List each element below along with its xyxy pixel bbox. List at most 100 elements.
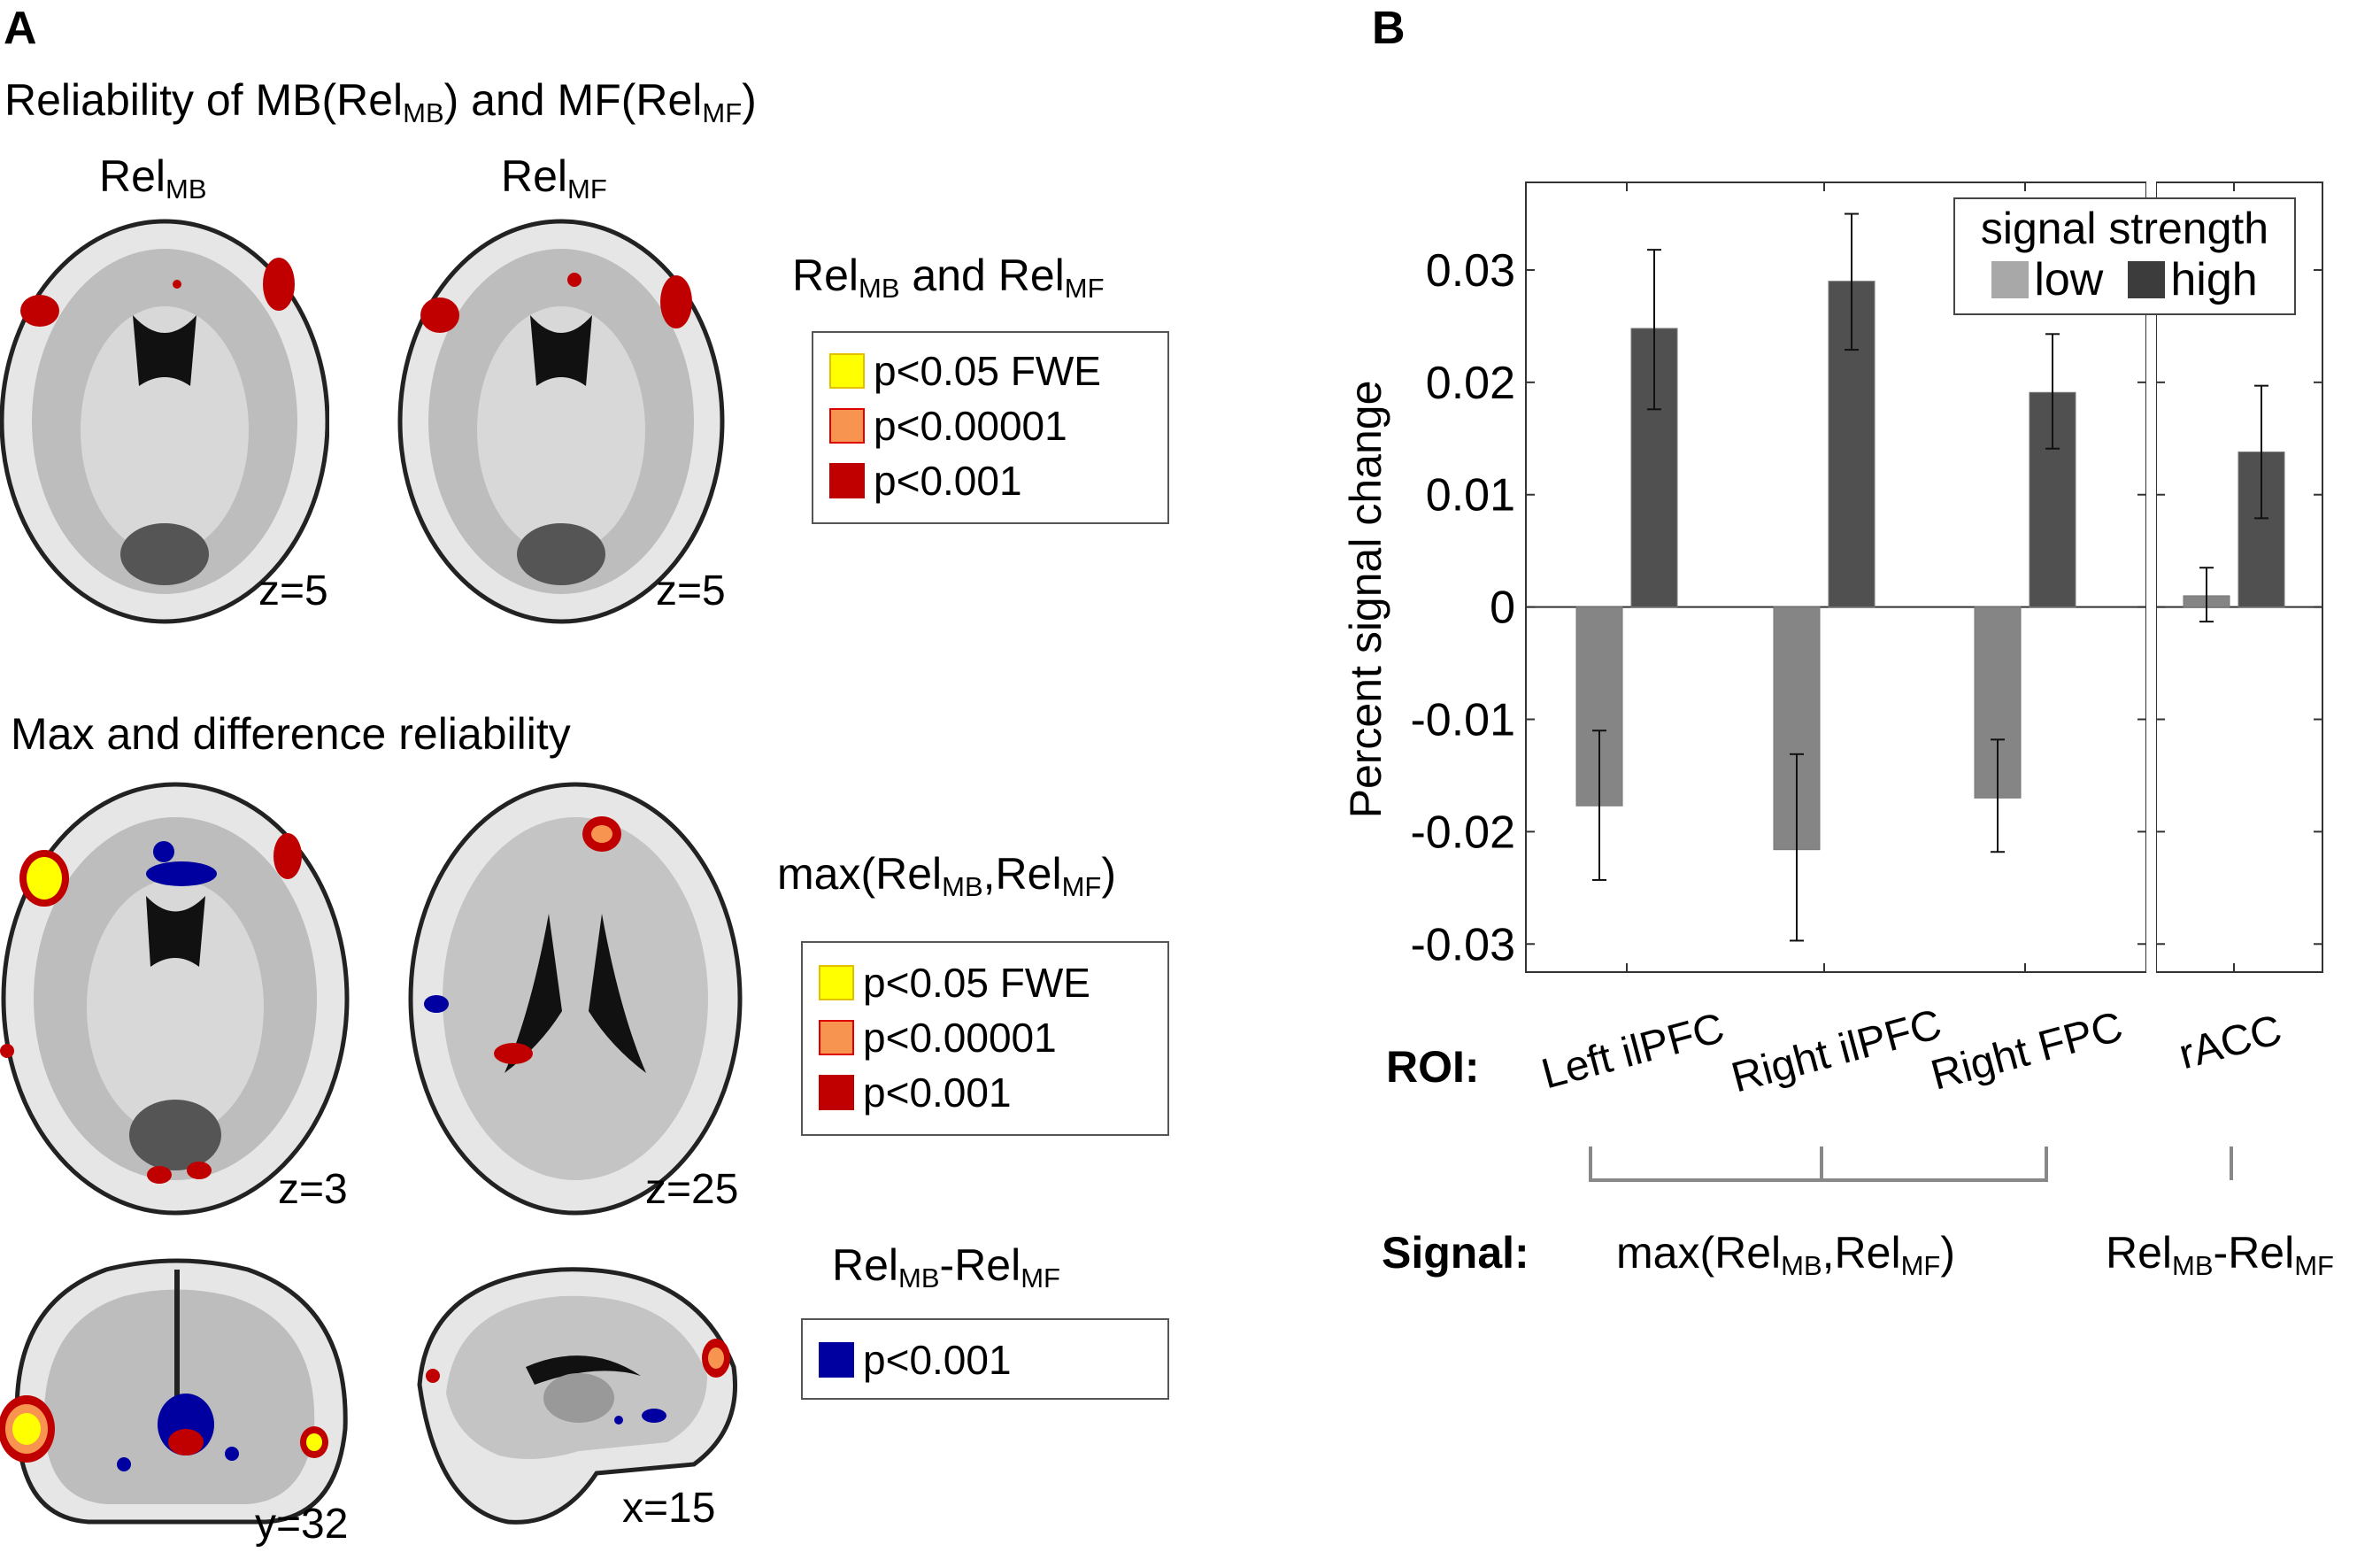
- legend-item: p<0.001: [803, 1065, 1167, 1120]
- legend2: p<0.05 FWE p<0.00001 p<0.001: [801, 941, 1169, 1136]
- legend1: p<0.05 FWE p<0.00001 p<0.001: [812, 331, 1169, 524]
- signal-diff-label: RelMB-RelMF: [2106, 1227, 2334, 1282]
- legend-item: p<0.001: [803, 1332, 1167, 1387]
- subscript: MF: [1900, 1249, 1941, 1281]
- signal-bracket: [1589, 1147, 2233, 1182]
- text: Rel: [875, 849, 943, 899]
- y-tick-label: 0.03: [1426, 245, 1515, 297]
- text: ): [742, 75, 757, 125]
- text: -: [939, 1240, 955, 1290]
- subscript: MF: [2294, 1249, 2334, 1281]
- swatch-blue: [819, 1342, 854, 1378]
- legend3-title: RelMB-RelMF: [832, 1239, 1060, 1294]
- legend-item: p<0.05 FWE: [803, 955, 1167, 1010]
- subscript: MF: [1061, 870, 1102, 902]
- subscript: MB: [898, 1262, 940, 1293]
- signal-label: Signal:: [1382, 1228, 1529, 1278]
- subscript: MB: [942, 870, 983, 902]
- text: Rel: [832, 1240, 899, 1290]
- slice-label: z=5: [258, 568, 328, 614]
- roi-label: ROI:: [1386, 1042, 1480, 1092]
- subscript: MB: [1781, 1249, 1822, 1281]
- brain-axial-z3: [0, 782, 350, 1216]
- slice-label: z=25: [645, 1166, 739, 1213]
- brain-axial-z25: [408, 782, 743, 1216]
- text: and: [899, 251, 998, 300]
- legend-label: p<0.001: [874, 458, 1022, 504]
- subscript: MF: [567, 173, 607, 205]
- legend-swatch-low: [1991, 261, 2030, 298]
- swatch-yellow: [829, 353, 865, 389]
- text: ) and MF(: [443, 75, 636, 125]
- legend2-title: max(RelMB,RelMF): [777, 848, 1116, 903]
- swatch-red: [829, 463, 865, 498]
- signal-max-label: max(RelMB,RelMF): [1616, 1227, 1955, 1282]
- y-tick-label: 0.02: [1426, 358, 1515, 409]
- legend1-title: RelMB and RelMF: [792, 250, 1105, 305]
- swatch-yellow: [819, 965, 854, 1000]
- legend-label: p<0.00001: [874, 403, 1067, 449]
- legend-label: p<0.00001: [863, 1015, 1057, 1061]
- y-tick-label: -0.03: [1410, 919, 1515, 970]
- text: Rel: [1834, 1228, 1901, 1278]
- legend-label: p<0.001: [863, 1069, 1012, 1116]
- legend-item: p<0.00001: [813, 398, 1167, 453]
- legend-label-low: low: [2034, 254, 2104, 305]
- y-tick-label: -0.01: [1410, 695, 1515, 746]
- subscript: MB: [859, 272, 900, 304]
- slice-label: z=5: [656, 568, 726, 614]
- text: ): [1940, 1228, 1955, 1278]
- text: Rel: [2228, 1228, 2295, 1278]
- legend-item: p<0.001: [813, 453, 1167, 508]
- text: Rel: [954, 1240, 1021, 1290]
- subscript: MB: [166, 173, 207, 205]
- legend-swatch-high: [2128, 261, 2166, 298]
- text: Rel: [1714, 1228, 1782, 1278]
- brain-axial-relmb: [0, 219, 329, 624]
- text: Reliability of MB(: [4, 75, 337, 125]
- bracket-max: [1589, 1147, 2048, 1182]
- column-label-relmf: RelMF: [501, 151, 607, 205]
- y-tick-label: 0.01: [1426, 470, 1515, 521]
- text: Rel: [336, 75, 404, 125]
- subscript: MF: [1021, 1262, 1060, 1293]
- text: -: [2213, 1228, 2229, 1278]
- section2-title: Max and difference reliability: [11, 709, 571, 759]
- legend-title: signal strength: [1980, 204, 2269, 253]
- text: Rel: [501, 151, 568, 201]
- text: Rel: [2106, 1228, 2173, 1278]
- column-label-relmb: RelMB: [99, 151, 207, 205]
- text: Rel: [635, 75, 703, 125]
- panel-b-letter: B: [1372, 3, 1406, 54]
- legend-item: p<0.00001: [803, 1010, 1167, 1065]
- text: Rel: [997, 251, 1065, 300]
- legend-label: p<0.05 FWE: [863, 960, 1090, 1006]
- text: Rel: [99, 151, 166, 201]
- legend-label: p<0.05 FWE: [874, 348, 1101, 394]
- y-axis-label: Percent signal change: [1341, 380, 1390, 819]
- slice-label: z=3: [278, 1166, 348, 1213]
- swatch-red: [819, 1075, 854, 1110]
- text: ,: [982, 849, 996, 899]
- legend-label-high: high: [2170, 254, 2258, 305]
- subscript: MF: [1064, 272, 1105, 304]
- brain-coronal-y32: [0, 1258, 348, 1525]
- slice-label: x=15: [622, 1485, 716, 1532]
- brain-sagittal-x15: [417, 1267, 738, 1525]
- legend-item: p<0.05 FWE: [813, 344, 1167, 398]
- subscript: MB: [2172, 1249, 2214, 1281]
- text: Rel: [995, 849, 1062, 899]
- axis-break: [2146, 180, 2156, 975]
- text: ): [1101, 849, 1116, 899]
- text: ,: [1822, 1228, 1835, 1278]
- text: max(: [777, 849, 876, 899]
- subscript: MB: [403, 97, 444, 128]
- swatch-orange: [829, 408, 865, 444]
- text: max(: [1616, 1228, 1715, 1278]
- subscript: MF: [702, 97, 743, 128]
- y-tick-label: 0: [1490, 583, 1515, 634]
- section1-title: Reliability of MB(RelMB) and MF(RelMF): [4, 74, 757, 129]
- panel-a-letter: A: [4, 3, 37, 54]
- slice-label: y=32: [255, 1501, 349, 1548]
- legend3: p<0.001: [801, 1318, 1169, 1400]
